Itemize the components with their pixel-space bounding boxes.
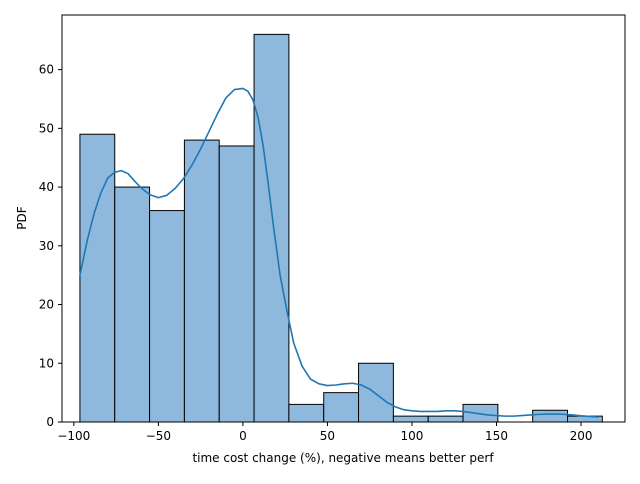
x-tick-label: 50 [320, 429, 335, 443]
histogram-bar [149, 210, 185, 423]
x-axis-ticks: −100 −50 0 50 100 150 200 [57, 422, 592, 443]
kde-curve-group [79, 87, 599, 418]
y-tick-label: 30 [39, 239, 54, 253]
x-tick-label: 0 [239, 429, 247, 443]
histogram-bar [392, 415, 429, 423]
kde-line [79, 87, 599, 418]
histogram-bar [114, 186, 151, 423]
histogram-bar [323, 392, 360, 423]
y-axis-ticks: 0 10 20 30 40 50 60 [39, 63, 62, 429]
x-tick-label: 150 [485, 429, 508, 443]
x-tick-label: 200 [570, 429, 593, 443]
y-tick-label: 10 [39, 356, 54, 370]
y-tick-label: 60 [39, 63, 54, 77]
axes-frame [61, 14, 626, 423]
y-tick-label: 40 [39, 180, 54, 194]
y-tick-label: 0 [46, 415, 54, 429]
histogram-bars [79, 33, 603, 423]
histogram-bar [532, 409, 569, 423]
x-tick-label: −50 [146, 429, 171, 443]
histogram-bar [358, 362, 394, 423]
histogram-bar [218, 145, 255, 423]
histogram-bar [183, 139, 220, 423]
histogram-bar [288, 403, 325, 423]
histogram-bar [253, 33, 290, 423]
y-axis-label: PDF [15, 206, 29, 229]
x-tick-label: 100 [401, 429, 424, 443]
histogram-bar [79, 133, 116, 423]
histogram-bar [427, 415, 464, 423]
x-tick-label: −100 [57, 429, 90, 443]
y-tick-label: 20 [39, 298, 54, 312]
y-tick-label: 50 [39, 121, 54, 135]
x-axis-label: time cost change (%), negative means bet… [192, 451, 494, 465]
